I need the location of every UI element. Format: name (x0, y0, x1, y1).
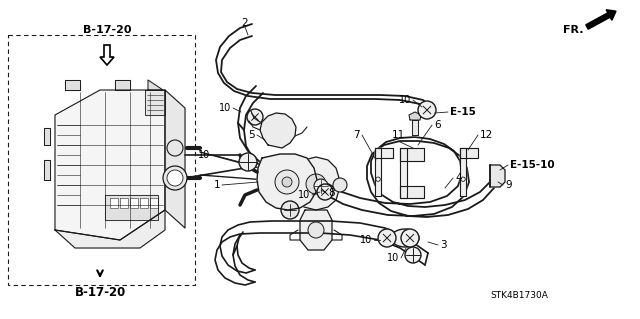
Circle shape (378, 229, 396, 247)
Text: 7: 7 (353, 130, 360, 140)
Circle shape (163, 166, 187, 190)
Text: 11: 11 (392, 130, 404, 140)
Circle shape (317, 184, 333, 200)
Text: 12: 12 (480, 130, 493, 140)
Text: 5: 5 (248, 130, 255, 140)
FancyArrow shape (100, 45, 114, 65)
Text: 4: 4 (455, 173, 461, 183)
Circle shape (418, 101, 436, 119)
Polygon shape (375, 148, 381, 196)
Polygon shape (300, 210, 332, 250)
Polygon shape (400, 186, 424, 198)
Polygon shape (412, 120, 418, 135)
Polygon shape (460, 148, 467, 196)
Text: 10: 10 (198, 150, 210, 160)
FancyArrow shape (586, 10, 616, 29)
Polygon shape (490, 165, 505, 187)
Text: E-15-10: E-15-10 (510, 160, 555, 170)
Circle shape (239, 153, 257, 171)
Polygon shape (55, 90, 165, 240)
Polygon shape (293, 157, 339, 210)
Polygon shape (110, 198, 118, 208)
Text: 3: 3 (440, 240, 447, 250)
Circle shape (167, 170, 183, 186)
Circle shape (314, 179, 328, 193)
Text: B-17-20: B-17-20 (83, 25, 131, 35)
Polygon shape (260, 113, 296, 148)
Text: 10: 10 (360, 235, 372, 245)
Polygon shape (115, 80, 130, 90)
Text: 10: 10 (219, 103, 231, 113)
Polygon shape (44, 128, 50, 145)
Polygon shape (44, 160, 50, 180)
Polygon shape (145, 90, 165, 115)
Polygon shape (165, 90, 185, 228)
Circle shape (167, 140, 183, 156)
Polygon shape (375, 148, 393, 158)
Polygon shape (55, 210, 165, 248)
Polygon shape (65, 80, 80, 90)
Polygon shape (130, 198, 138, 208)
Polygon shape (140, 198, 148, 208)
Circle shape (401, 229, 419, 247)
Ellipse shape (391, 229, 419, 247)
Bar (8, 35, 195, 285)
Polygon shape (150, 198, 158, 208)
Circle shape (308, 222, 324, 238)
Circle shape (376, 177, 380, 182)
Circle shape (282, 177, 292, 187)
Text: 2: 2 (242, 18, 248, 28)
Polygon shape (460, 148, 478, 158)
Circle shape (405, 247, 421, 263)
Polygon shape (120, 198, 128, 208)
Text: 1: 1 (213, 180, 220, 190)
Text: FR.: FR. (563, 25, 583, 35)
Circle shape (461, 177, 465, 182)
Text: 10: 10 (298, 190, 310, 200)
Polygon shape (400, 148, 424, 160)
Circle shape (306, 174, 326, 194)
Text: 10: 10 (399, 95, 411, 105)
Circle shape (275, 170, 299, 194)
Text: 9: 9 (505, 180, 511, 190)
Text: STK4B1730A: STK4B1730A (490, 291, 548, 300)
Polygon shape (105, 195, 158, 220)
Text: 8: 8 (328, 188, 335, 198)
Polygon shape (400, 148, 407, 198)
Polygon shape (257, 154, 317, 210)
Circle shape (247, 109, 263, 125)
Text: B-17-20: B-17-20 (74, 286, 125, 300)
Text: 10: 10 (387, 253, 399, 263)
Text: 6: 6 (434, 120, 440, 130)
Polygon shape (148, 80, 163, 90)
Text: E-15: E-15 (450, 107, 476, 117)
Polygon shape (409, 112, 421, 120)
Circle shape (333, 178, 347, 192)
Circle shape (281, 201, 299, 219)
